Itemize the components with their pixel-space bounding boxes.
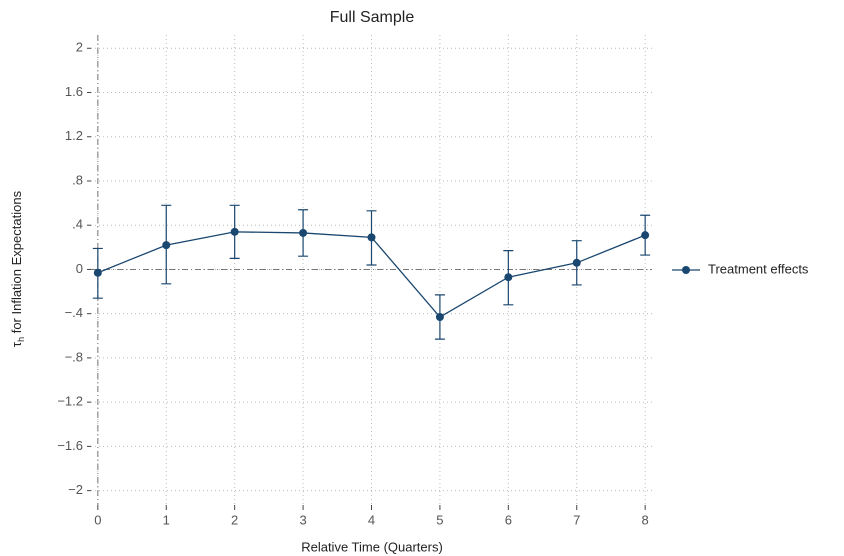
y-tick-label: 0 bbox=[76, 261, 83, 276]
y-tick-label: −.4 bbox=[65, 305, 83, 320]
y-tick-label: −.8 bbox=[65, 349, 83, 364]
point bbox=[299, 228, 308, 237]
point bbox=[162, 241, 171, 250]
y-tick-label: 1.6 bbox=[65, 84, 83, 99]
y-label-subscript: h bbox=[16, 337, 26, 342]
x-tick-label: 0 bbox=[94, 512, 101, 527]
x-tick-label: 8 bbox=[642, 512, 649, 527]
point bbox=[367, 233, 376, 242]
legend-label: Treatment effects bbox=[708, 261, 809, 276]
point bbox=[93, 268, 102, 277]
y-label-text: for Inflation Expectations bbox=[9, 190, 24, 336]
y-tick-label: 1.2 bbox=[65, 128, 83, 143]
point bbox=[641, 231, 650, 240]
point bbox=[230, 227, 239, 236]
y-tick-label: −1.6 bbox=[57, 438, 83, 453]
point bbox=[435, 313, 444, 321]
x-tick-label: 4 bbox=[368, 512, 375, 527]
y-tick-label: −2 bbox=[68, 482, 83, 497]
point bbox=[572, 258, 581, 267]
x-tick-label: 3 bbox=[299, 512, 306, 527]
x-tick-label: 7 bbox=[573, 512, 580, 527]
point bbox=[504, 273, 513, 282]
y-label-symbol: τ bbox=[9, 341, 24, 347]
x-tick-label: 2 bbox=[231, 512, 238, 527]
x-tick-label: 6 bbox=[505, 512, 512, 527]
y-tick-label: .8 bbox=[72, 172, 83, 187]
legend-marker bbox=[682, 266, 690, 274]
y-axis-label: τh for Inflation Expectations bbox=[9, 190, 26, 347]
x-tick-label: 5 bbox=[436, 512, 443, 527]
y-tick-label: 2 bbox=[76, 40, 83, 55]
x-axis-label: Relative Time (Quarters) bbox=[301, 539, 443, 554]
x-tick-label: 1 bbox=[163, 512, 170, 527]
y-tick-label: .4 bbox=[72, 217, 83, 232]
chart-title: Full Sample bbox=[330, 9, 415, 26]
y-tick-label: −1.2 bbox=[57, 394, 83, 409]
